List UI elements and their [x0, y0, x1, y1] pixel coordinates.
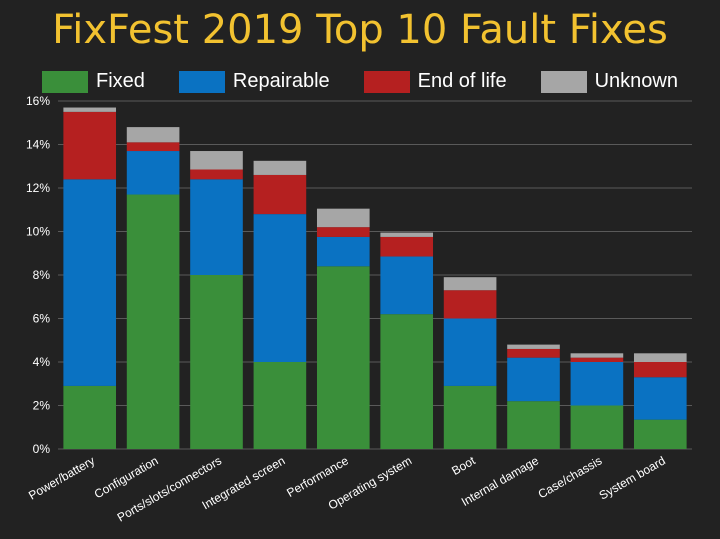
bar-segment	[253, 362, 307, 449]
bar-segment	[380, 236, 434, 257]
bar-segment	[380, 256, 434, 315]
legend-label-repairable: Repairable	[232, 70, 330, 92]
bar-segment	[316, 208, 370, 228]
y-tick-label: 16%	[26, 94, 50, 108]
y-tick-label: 6%	[33, 312, 51, 326]
y-tick-label: 2%	[33, 399, 51, 413]
bar-segment	[507, 344, 560, 349]
bar-segment	[507, 348, 560, 358]
bar-segment	[380, 314, 434, 449]
legend-swatch-unknown	[540, 70, 587, 93]
bar-segment	[380, 232, 434, 237]
bar-segment	[570, 405, 624, 449]
bar-segment	[443, 318, 497, 386]
bar-segment	[570, 353, 624, 358]
bar-segment	[63, 385, 117, 449]
bar-segment	[570, 357, 624, 362]
chart-title: FixFest 2019 Top 10 Fault Fixes	[52, 7, 668, 53]
legend-item-unknown: Unknown	[540, 70, 678, 93]
bar-segment	[316, 266, 370, 449]
bar-segment	[253, 160, 307, 175]
y-tick-label: 4%	[33, 355, 51, 369]
bar-segment	[316, 236, 370, 267]
bar-segment	[190, 179, 243, 275]
legend-item-fixed: Fixed	[42, 70, 145, 93]
bar-segment	[253, 214, 307, 362]
y-tick-label: 0%	[33, 442, 51, 456]
x-tick-label: Ports/slots/connectors	[115, 453, 224, 524]
legend-swatch-end-of-life	[363, 70, 410, 93]
legend-swatch-fixed	[42, 70, 88, 93]
bar-segment	[507, 401, 560, 449]
x-tick-label: System board	[597, 453, 668, 502]
y-tick-label: 14%	[26, 138, 50, 152]
y-tick-label: 10%	[26, 225, 50, 239]
bar-segment	[63, 111, 117, 180]
legend-swatch-repairable	[178, 70, 225, 93]
bar-segment	[63, 179, 117, 386]
bar-segment	[126, 127, 180, 143]
x-tick-label: Case/chassis	[536, 453, 605, 501]
bar-segment	[443, 385, 497, 449]
legend-item-end-of-life: End of life	[363, 70, 507, 93]
bar-segment	[443, 277, 497, 291]
bar-segment	[507, 357, 560, 402]
bar-segment	[126, 142, 180, 152]
bar-segment	[316, 227, 370, 237]
bar-segment	[190, 275, 243, 449]
bar-segment	[190, 169, 243, 180]
bar-segment	[633, 362, 687, 378]
bar-segment	[570, 362, 624, 406]
legend-item-repairable: Repairable	[178, 70, 330, 93]
bar-segment	[253, 174, 307, 215]
chart-legend: Fixed Repairable End of life Unknown	[0, 70, 720, 93]
bar-segment	[633, 377, 687, 420]
legend-label-unknown: Unknown	[594, 70, 678, 92]
bar-segment	[633, 419, 687, 449]
y-tick-label: 12%	[26, 181, 50, 195]
bar-segment	[126, 194, 180, 449]
legend-label-fixed: Fixed	[96, 70, 145, 92]
x-tick-label: Boot	[449, 453, 478, 478]
bar-segment	[443, 290, 497, 319]
bar-segment	[63, 107, 117, 112]
x-tick-label: Power/battery	[26, 453, 97, 502]
bar-segment	[190, 151, 243, 170]
y-tick-label: 8%	[33, 268, 51, 282]
bar-segment	[633, 353, 687, 362]
legend-label-end-of-life: End of life	[417, 70, 507, 92]
bar-segment	[126, 151, 180, 195]
